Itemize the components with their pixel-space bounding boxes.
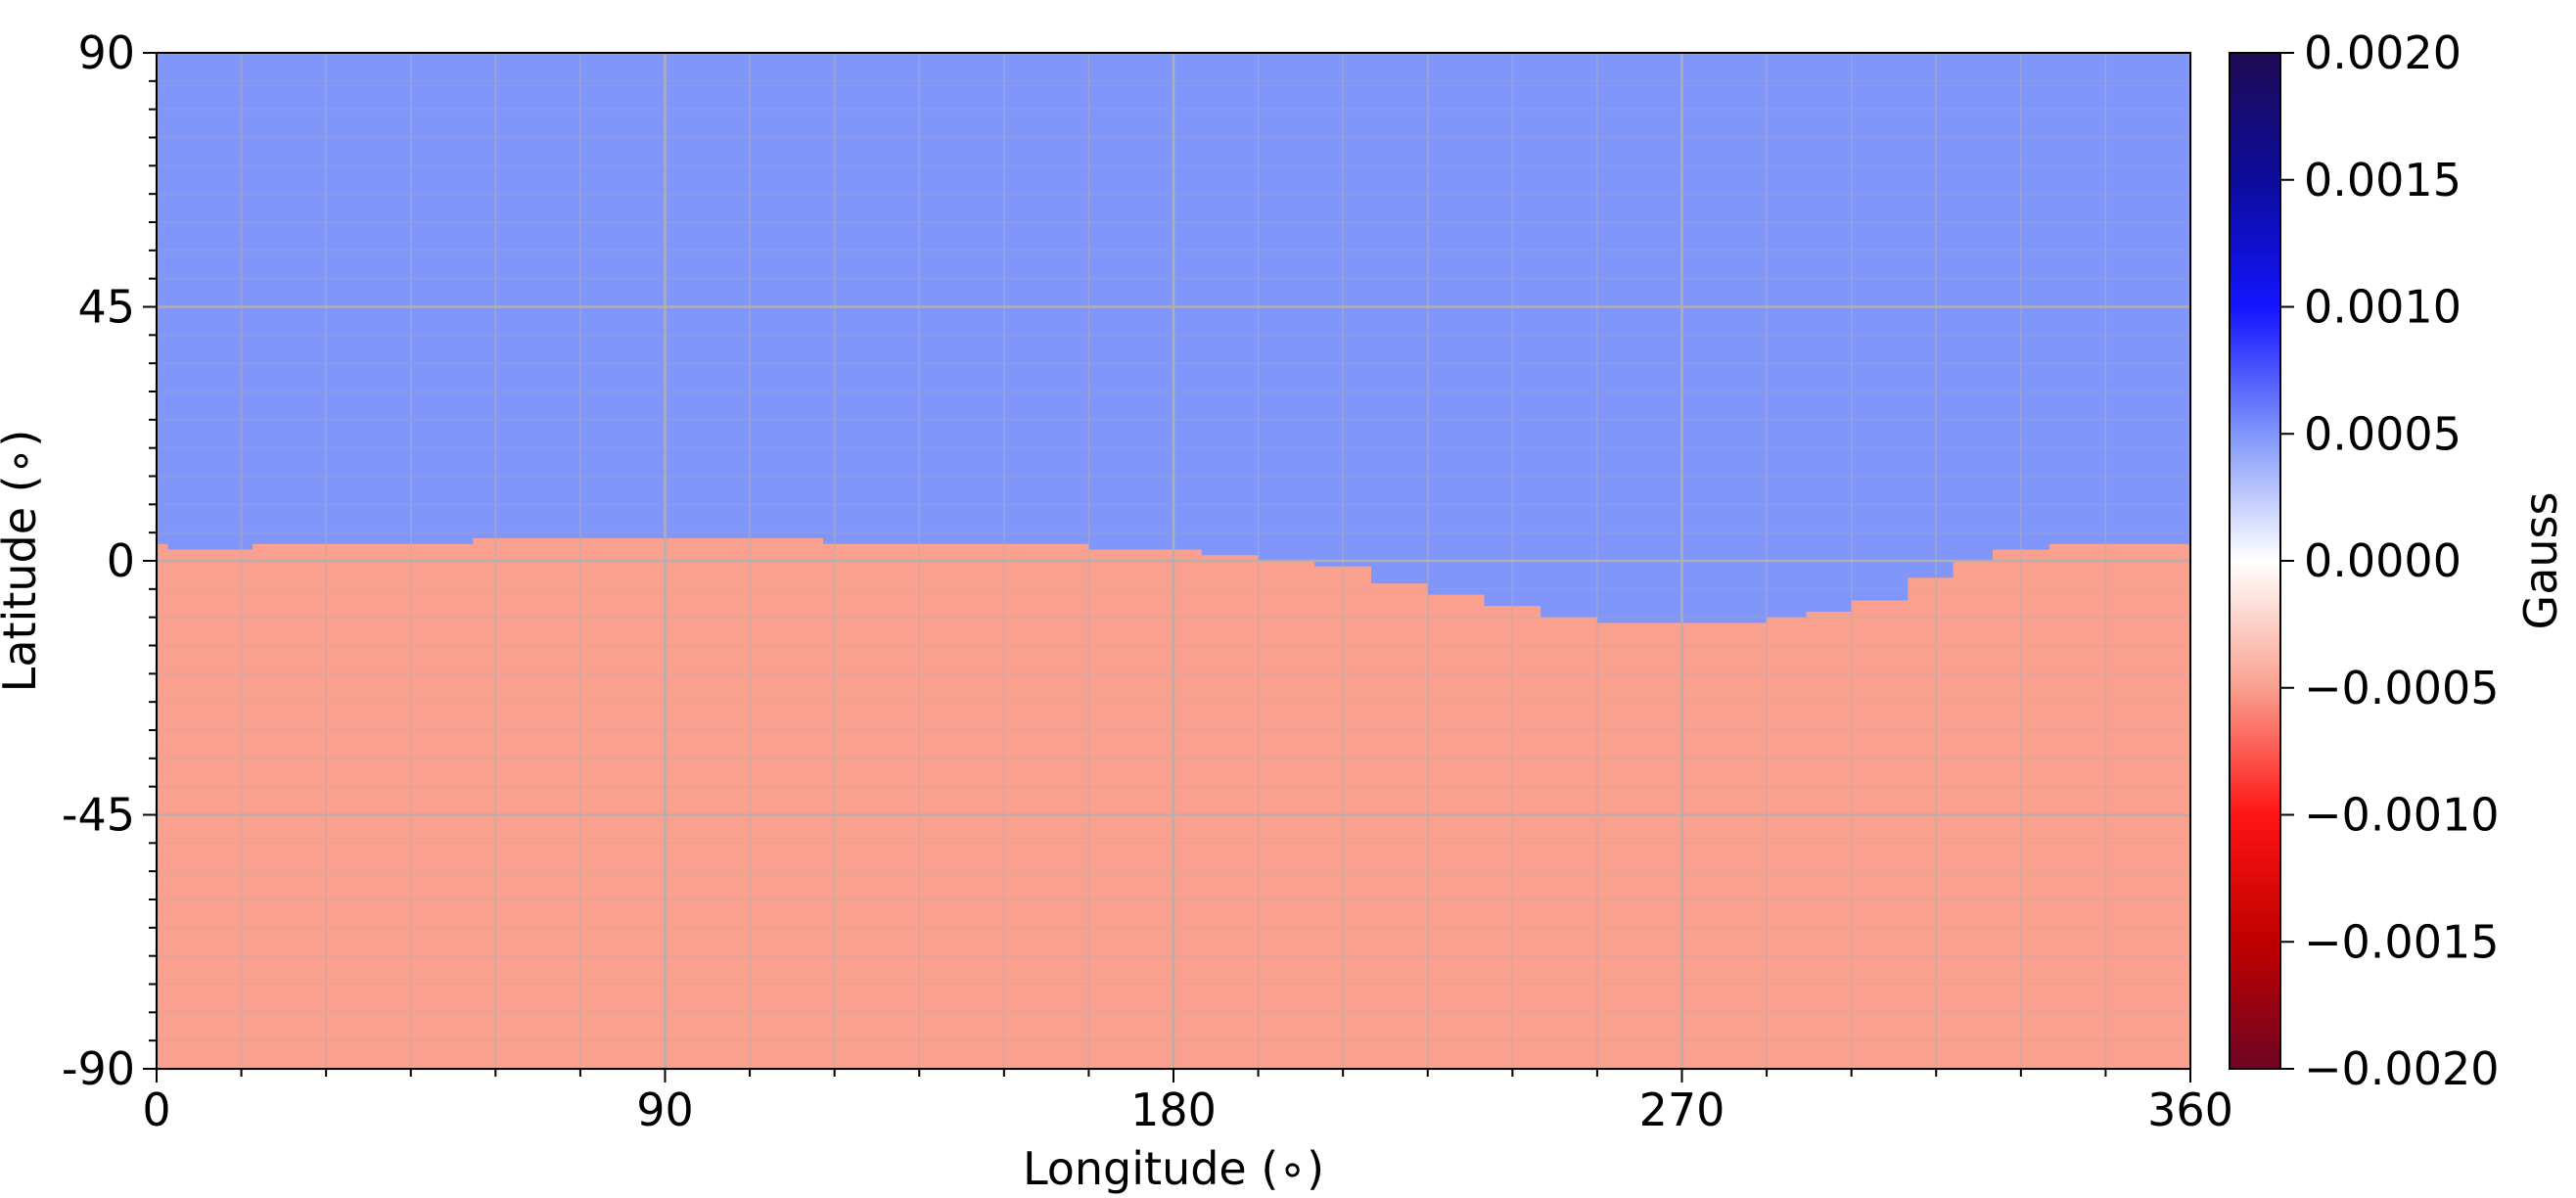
plot-area: [155, 51, 2192, 1071]
colorbar-ticks: 0.0020 0.0015 0.0010 0.0005 0.0000 −0.0005 −0.…: [2280, 26, 2500, 1095]
y-axis-title: Latitude (∘): [0, 430, 46, 693]
colorbar-tick-label: −0.0005: [2304, 662, 2500, 714]
colorbar-tick-label: −0.0020: [2304, 1042, 2500, 1095]
colorbar-tick-label: 0.0000: [2304, 534, 2461, 587]
colorbar-tick-label: −0.0010: [2304, 789, 2500, 842]
x-tick-label: 360: [2147, 1083, 2233, 1136]
y-tick-label: -45: [62, 789, 135, 842]
x-tick-label: 180: [1130, 1083, 1217, 1136]
colorbar-tick-label: −0.0015: [2304, 915, 2500, 968]
colorbar-tick-label: 0.0010: [2304, 281, 2461, 334]
colorbar-tick-label: 0.0005: [2304, 407, 2461, 460]
y-tick-label: 0: [107, 534, 135, 587]
colorbar-tick-label: 0.0015: [2304, 154, 2461, 207]
colorbar-title: Gauss: [2514, 492, 2567, 630]
colorbar-tick-label: 0.0020: [2304, 26, 2461, 79]
y-tick-label: -90: [62, 1042, 135, 1095]
x-axis: 0 90 180 270 360: [142, 1069, 2233, 1136]
y-axis: 90 45 0 -45 -90: [62, 26, 157, 1095]
x-tick-label: 90: [636, 1083, 694, 1136]
colorbar: 0.0020 0.0015 0.0010 0.0005 0.0000 −0.0005 −0.…: [2229, 26, 2567, 1095]
colorbar-gradient: [2229, 52, 2281, 1070]
y-tick-label: 45: [77, 281, 135, 334]
y-tick-label: 90: [77, 26, 135, 79]
x-tick-label: 0: [142, 1083, 170, 1136]
x-axis-title: Longitude (∘): [1023, 1142, 1324, 1195]
x-tick-label: 270: [1639, 1083, 1725, 1136]
